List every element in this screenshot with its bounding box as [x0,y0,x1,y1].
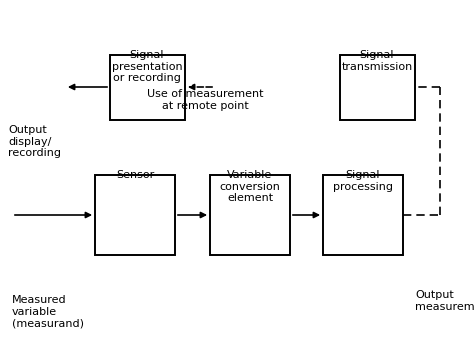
Text: Measured
variable
(measurand): Measured variable (measurand) [12,295,84,328]
Bar [340,55,415,120]
Text: Signal
processing: Signal processing [333,170,393,192]
Text: Output
display/
recording: Output display/ recording [8,125,61,158]
Text: Variable
conversion
element: Variable conversion element [219,170,281,203]
Text: Sensor: Sensor [116,170,154,180]
Bar [110,55,185,120]
Bar [323,175,403,255]
Text: Use of measurement
at remote point: Use of measurement at remote point [147,89,263,111]
Text: Output
measurement: Output measurement [415,290,474,312]
Text: Signal
transmission: Signal transmission [341,50,413,72]
Bar [210,175,290,255]
Bar [95,175,175,255]
Text: Signal
presentation
or recording: Signal presentation or recording [112,50,182,83]
